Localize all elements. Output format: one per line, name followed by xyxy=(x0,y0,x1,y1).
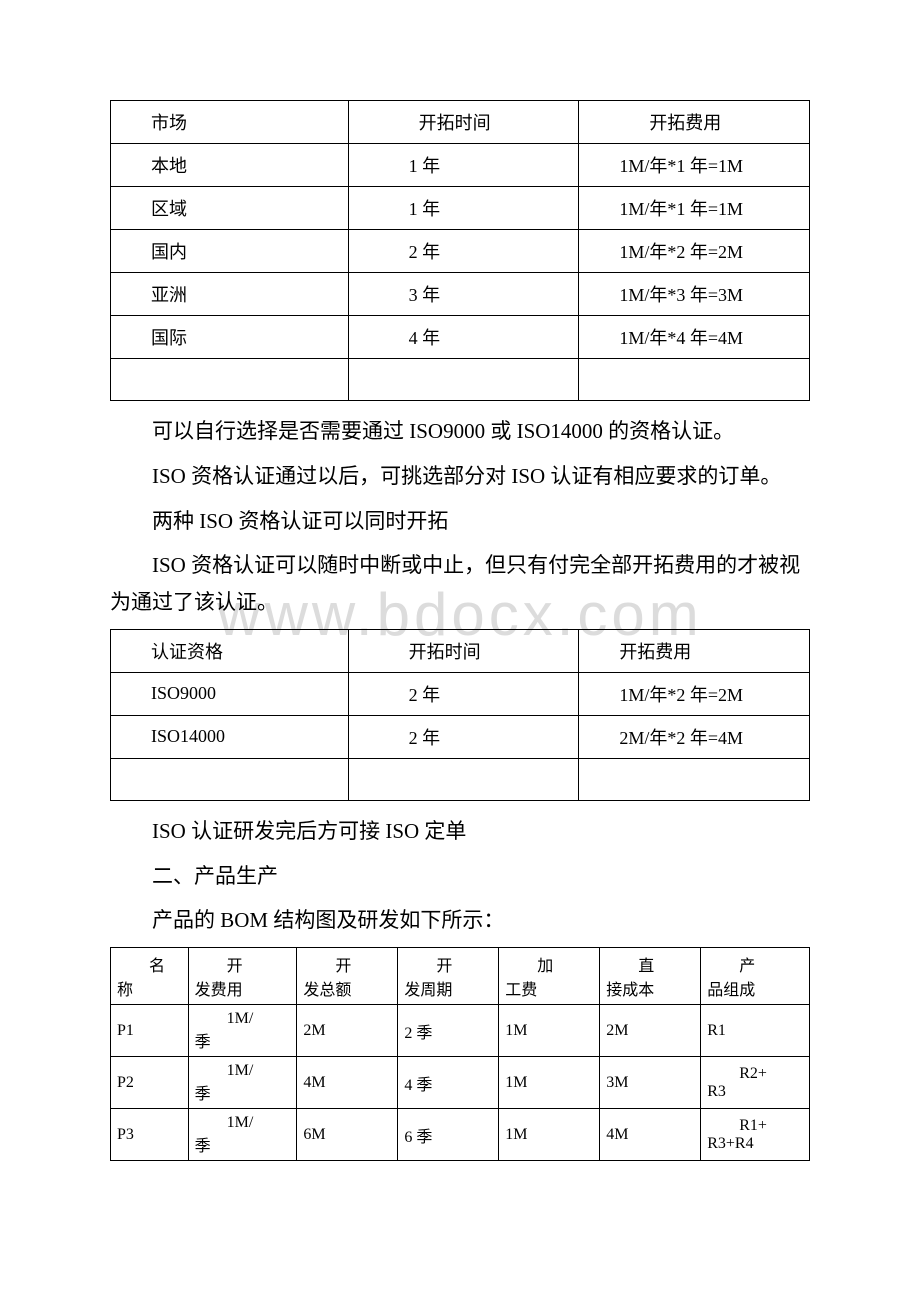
paragraph: ISO 认证研发完后方可接 ISO 定单 xyxy=(110,813,810,850)
table-row-empty xyxy=(111,758,810,800)
table-row: ISO9000 2 年 1M/年*2 年=2M xyxy=(111,672,810,715)
table-row: 国内 2 年 1M/年*2 年=2M xyxy=(111,230,810,273)
section-heading: 二、产品生产 xyxy=(110,858,810,895)
header-cost: 开拓费用 xyxy=(579,101,810,144)
paragraph: 产品的 BOM 结构图及研发如下所示： xyxy=(110,902,810,939)
cell: ISO14000 xyxy=(111,715,349,758)
iso-table: 认证资格 开拓时间 开拓费用 ISO9000 2 年 1M/年*2 年=2M I… xyxy=(110,629,810,801)
header-cert: 认证资格 xyxy=(111,629,349,672)
cell: P3 xyxy=(111,1109,189,1161)
cell-empty xyxy=(579,359,810,401)
cell: 2M xyxy=(600,1005,701,1057)
cell: 1M xyxy=(499,1005,600,1057)
cell: 1M/年*2 年=2M xyxy=(579,672,810,715)
page-content: 市场 开拓时间 开拓费用 本地 1 年 1M/年*1 年=1M 区域 1 年 1… xyxy=(110,100,810,1161)
table-row: 本地 1 年 1M/年*1 年=1M xyxy=(111,144,810,187)
cell: P2 xyxy=(111,1057,189,1109)
cell: 4M xyxy=(297,1057,398,1109)
paragraph: 两种 ISO 资格认证可以同时开拓 xyxy=(110,503,810,540)
cell: 国内 xyxy=(111,230,349,273)
table-row: 区域 1 年 1M/年*1 年=1M xyxy=(111,187,810,230)
cell: 2 季 xyxy=(398,1005,499,1057)
cell: 4M xyxy=(600,1109,701,1161)
cell: 2 年 xyxy=(348,715,579,758)
table-row: P1 1M/季 2M 2 季 1M 2M R1 xyxy=(111,1005,810,1057)
table-row: 国际 4 年 1M/年*4 年=4M xyxy=(111,316,810,359)
header-devperiod: 开发周期 xyxy=(398,948,499,1005)
header-market: 市场 xyxy=(111,101,349,144)
cell: R2+R3 xyxy=(701,1057,810,1109)
cell: 1M xyxy=(499,1057,600,1109)
header-time: 开拓时间 xyxy=(348,101,579,144)
paragraph: ISO 资格认证通过以后，可挑选部分对 ISO 认证有相应要求的订单。 xyxy=(110,458,810,495)
cell: 6 季 xyxy=(398,1109,499,1161)
cell: 亚洲 xyxy=(111,273,349,316)
cell: 1M/年*3 年=3M xyxy=(579,273,810,316)
cell: 1M/年*2 年=2M xyxy=(579,230,810,273)
table-row: 名称 开发费用 开发总额 开发周期 加工费 直接成本 产品组成 xyxy=(111,948,810,1005)
market-table: 市场 开拓时间 开拓费用 本地 1 年 1M/年*1 年=1M 区域 1 年 1… xyxy=(110,100,810,401)
cell: 1M/年*1 年=1M xyxy=(579,187,810,230)
paragraph: 可以自行选择是否需要通过 ISO9000 或 ISO14000 的资格认证。 xyxy=(110,413,810,450)
cell: 1M/季 xyxy=(188,1109,297,1161)
cell: R1+R3+R4 xyxy=(701,1109,810,1161)
cell: P1 xyxy=(111,1005,189,1057)
header-name: 名称 xyxy=(111,948,189,1005)
header-procfee: 加工费 xyxy=(499,948,600,1005)
cell: 1M xyxy=(499,1109,600,1161)
table-row: 亚洲 3 年 1M/年*3 年=3M xyxy=(111,273,810,316)
cell: 国际 xyxy=(111,316,349,359)
header-devfee: 开发费用 xyxy=(188,948,297,1005)
header-directcost: 直接成本 xyxy=(600,948,701,1005)
cell: 1M/年*1 年=1M xyxy=(579,144,810,187)
cell-empty xyxy=(348,758,579,800)
cell: 1M/季 xyxy=(188,1005,297,1057)
cell: 1M/年*4 年=4M xyxy=(579,316,810,359)
header-cost: 开拓费用 xyxy=(579,629,810,672)
paragraph: ISO 资格认证可以随时中断或中止，但只有付完全部开拓费用的才被视为通过了该认证… xyxy=(110,547,810,621)
table-row: ISO14000 2 年 2M/年*2 年=4M xyxy=(111,715,810,758)
cell: 2M xyxy=(297,1005,398,1057)
table-row: P3 1M/季 6M 6 季 1M 4M R1+R3+R4 xyxy=(111,1109,810,1161)
header-time: 开拓时间 xyxy=(348,629,579,672)
table-row: 市场 开拓时间 开拓费用 xyxy=(111,101,810,144)
cell-empty xyxy=(579,758,810,800)
header-devtotal: 开发总额 xyxy=(297,948,398,1005)
cell: 2 年 xyxy=(348,672,579,715)
cell: 4 年 xyxy=(348,316,579,359)
cell: 本地 xyxy=(111,144,349,187)
table-row: 认证资格 开拓时间 开拓费用 xyxy=(111,629,810,672)
cell-empty xyxy=(111,359,349,401)
cell: 2M/年*2 年=4M xyxy=(579,715,810,758)
cell: ISO9000 xyxy=(111,672,349,715)
cell: 区域 xyxy=(111,187,349,230)
bom-table: 名称 开发费用 开发总额 开发周期 加工费 直接成本 产品组成 P1 1M/季 … xyxy=(110,947,810,1161)
header-composition: 产品组成 xyxy=(701,948,810,1005)
cell: 3M xyxy=(600,1057,701,1109)
cell: 3 年 xyxy=(348,273,579,316)
cell: 1M/季 xyxy=(188,1057,297,1109)
table-row-empty xyxy=(111,359,810,401)
table-row: P2 1M/季 4M 4 季 1M 3M R2+R3 xyxy=(111,1057,810,1109)
cell: 6M xyxy=(297,1109,398,1161)
cell: 1 年 xyxy=(348,144,579,187)
cell: 4 季 xyxy=(398,1057,499,1109)
cell: 2 年 xyxy=(348,230,579,273)
cell-empty xyxy=(348,359,579,401)
cell: 1 年 xyxy=(348,187,579,230)
cell: R1 xyxy=(701,1005,810,1057)
cell-empty xyxy=(111,758,349,800)
